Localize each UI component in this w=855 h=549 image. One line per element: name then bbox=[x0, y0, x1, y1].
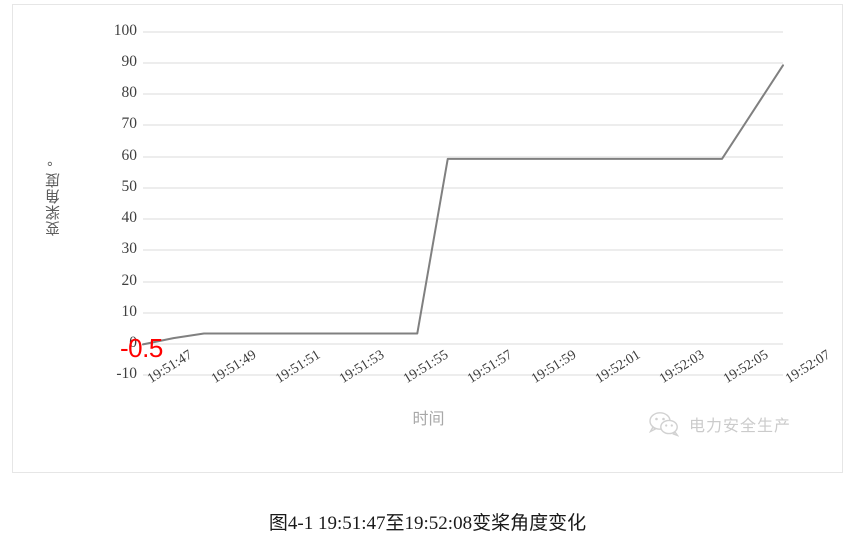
gridline bbox=[143, 187, 783, 189]
gridline bbox=[143, 218, 783, 220]
series-line-pitch-angle bbox=[142, 64, 784, 346]
value-annotation: -0.5 bbox=[120, 333, 163, 363]
figure-caption: 图4-1 19:51:47至19:52:08变桨角度变化 bbox=[268, 513, 587, 534]
gridline bbox=[143, 281, 783, 283]
y-axis-tick-labels: 100 90 80 70 60 50 40 30 20 10 0 -10 bbox=[85, 23, 138, 381]
y-tick-label: 80 bbox=[121, 84, 138, 101]
chart-container: 变桨角度 ° 100 90 80 70 60 50 40 30 20 10 0 … bbox=[12, 4, 843, 473]
y-tick-label: 20 bbox=[121, 272, 138, 289]
gridline bbox=[143, 93, 783, 95]
x-axis-title: 时间 bbox=[412, 411, 445, 428]
x-tick-label: 19:52:07 bbox=[783, 347, 834, 387]
y-tick-label: 10 bbox=[121, 303, 138, 320]
watermark: 电力安全生产 bbox=[649, 411, 791, 437]
y-tick-label: 50 bbox=[121, 178, 138, 195]
y-tick-label: 30 bbox=[121, 240, 138, 257]
y-tick-label: 90 bbox=[121, 53, 138, 70]
plot-area bbox=[142, 31, 784, 376]
y-axis-title: 变桨角度 ° bbox=[45, 159, 62, 237]
gridline bbox=[143, 312, 783, 314]
gridline bbox=[143, 374, 783, 376]
gridline bbox=[143, 31, 783, 33]
gridline bbox=[143, 249, 783, 251]
gridline bbox=[143, 62, 783, 64]
watermark-label: 电力安全生产 bbox=[689, 418, 792, 435]
y-tick-label: 60 bbox=[121, 147, 138, 164]
gridline bbox=[143, 343, 783, 345]
data-line bbox=[142, 64, 784, 346]
y-tick-label: 0 bbox=[129, 334, 137, 351]
y-tick-label: 70 bbox=[121, 115, 138, 132]
wechat-icon bbox=[649, 411, 679, 437]
y-tick-label: -10 bbox=[116, 365, 137, 382]
gridline bbox=[143, 156, 783, 158]
y-tick-label: 100 bbox=[113, 22, 137, 39]
y-tick-label: 40 bbox=[121, 209, 138, 226]
gridline bbox=[143, 124, 783, 126]
